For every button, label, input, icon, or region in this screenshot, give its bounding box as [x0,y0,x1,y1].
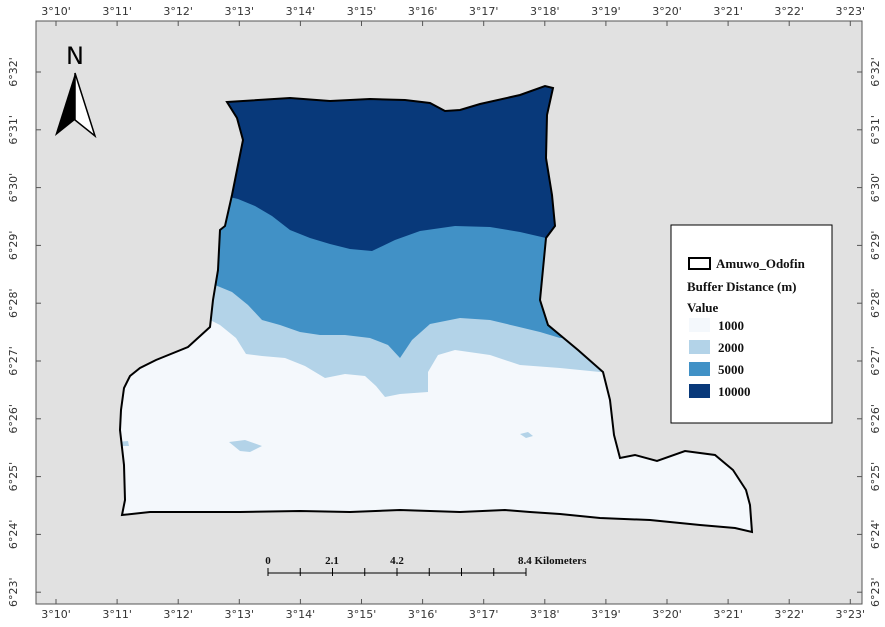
latitude-label-right: 6°31' [869,115,882,145]
legend-boundary-label: Amuwo_Odofin [716,256,806,271]
boundary-swatch [688,257,711,270]
longitude-label-top: 3°16' [408,5,438,18]
legend-swatch [689,384,710,398]
legend-subtitle: Value [687,300,719,315]
longitude-labels-bottom: 3°10' 3°11' 3°12' 3°13' 3°14' 3°15' 3°16' 3°17'… [41,599,866,621]
latitude-label-right: 6°23' [869,577,882,607]
longitude-label-bottom: 3°13' [225,608,255,621]
latitude-labels-right: 6°32' 6°31' 6°30' 6°29' 6°28' 6°27' 6°26' 6°25'… [857,57,882,607]
legend: Amuwo_Odofin Buffer Distance (m) Value 1… [670,224,833,424]
longitude-label-top: 3°17' [469,5,499,18]
latitude-label-left: 6°30' [7,173,20,203]
scale-ticks [267,568,527,576]
longitude-label-top: 3°21' [713,5,743,18]
legend-class-label: 1000 [718,318,744,333]
legend-swatch [689,362,710,376]
latitude-label-left: 6°28' [7,288,20,318]
latitude-labels-left: 6°32' 6°31' 6°30' 6°29' 6°28' 6°27' 6°26' 6°25'… [7,57,41,607]
latitude-label-left: 6°23' [7,577,20,607]
longitude-label-bottom: 3°12' [163,608,193,621]
longitude-label-top: 3°15' [347,5,377,18]
latitude-label-right: 6°25' [869,462,882,492]
latitude-label-left: 6°27' [7,346,20,376]
zone-2000-patch [520,432,533,438]
latitude-label-left: 6°32' [7,57,20,87]
latitude-label-right: 6°29' [869,231,882,261]
latitude-label-right: 6°26' [869,404,882,434]
longitude-label-top: 3°22' [774,5,804,18]
latitude-label-right: 6°30' [869,173,882,203]
legend-class-label: 10000 [718,384,751,399]
legend-swatch [689,318,710,332]
north-arrow-label: N [66,42,84,70]
latitude-label-left: 6°25' [7,462,20,492]
legend-class-label: 5000 [718,362,744,377]
scale-label-0: 0 [265,555,271,567]
scale-label-1: 2.1 [325,555,339,567]
scale-label-3: 8.4 Kilometers [518,555,587,567]
longitude-label-top: 3°12' [163,5,193,18]
longitude-label-top: 3°23' [836,5,866,18]
scale-bar: 0 2.1 4.2 8.4 Kilometers [265,555,587,576]
latitude-label-right: 6°27' [869,346,882,376]
longitude-labels-top: 3°10' 3°11' 3°12' 3°13' 3°14' 3°15' 3°16' 3°17'… [41,5,866,26]
longitude-label-bottom: 3°17' [469,608,499,621]
longitude-label-top: 3°10' [41,5,71,18]
zone-2000-patch [229,440,262,452]
longitude-label-bottom: 3°14' [286,608,316,621]
latitude-label-left: 6°31' [7,115,20,145]
district-boundary [118,84,754,534]
latitude-label-right: 6°28' [869,288,882,318]
longitude-label-bottom: 3°10' [41,608,71,621]
latitude-label-left: 6°26' [7,404,20,434]
legend-title: Buffer Distance (m) [687,279,797,294]
longitude-label-bottom: 3°15' [347,608,377,621]
latitude-label-left: 6°29' [7,231,20,261]
longitude-label-top: 3°14' [286,5,316,18]
longitude-label-bottom: 3°11' [102,608,132,621]
north-arrow-icon: N [55,42,97,139]
longitude-label-bottom: 3°22' [774,608,804,621]
longitude-label-bottom: 3°16' [408,608,438,621]
longitude-label-bottom: 3°21' [713,608,743,621]
longitude-label-bottom: 3°23' [836,608,866,621]
longitude-label-top: 3°13' [225,5,255,18]
legend-class-label: 2000 [718,340,744,355]
longitude-label-top: 3°19' [591,5,621,18]
longitude-label-top: 3°11' [102,5,132,18]
legend-classes: 1000 2000 5000 10000 [689,318,751,399]
longitude-label-bottom: 3°19' [591,608,621,621]
longitude-label-top: 3°20' [652,5,682,18]
legend-swatch [689,340,710,354]
latitude-label-left: 6°24' [7,520,20,550]
latitude-label-right: 6°24' [869,520,882,550]
longitude-label-bottom: 3°18' [530,608,560,621]
longitude-label-bottom: 3°20' [652,608,682,621]
latitude-label-right: 6°32' [869,57,882,87]
longitude-label-top: 3°18' [530,5,560,18]
scale-label-2: 4.2 [390,555,404,567]
